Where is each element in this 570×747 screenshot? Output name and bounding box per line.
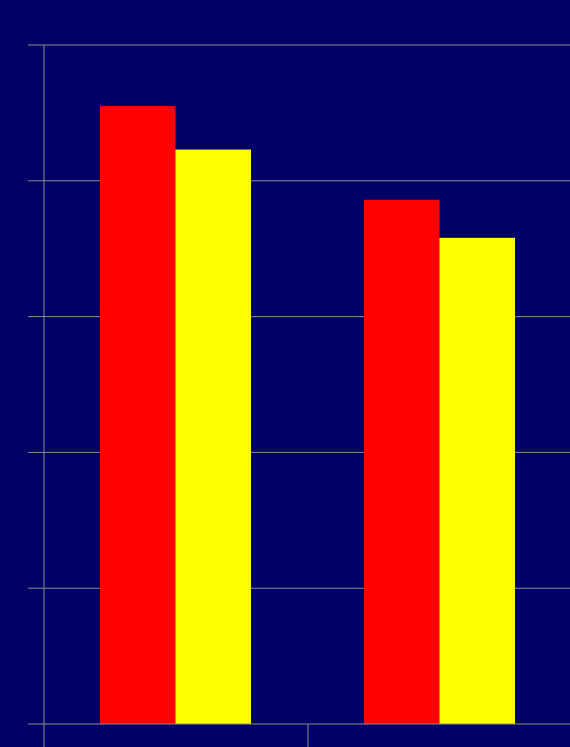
bar-series-2-category-1 [175,149,251,725]
bar-series-1-category-2 [364,199,440,724]
y-axis-ticks [28,44,44,725]
bar-series-1-category-1 [100,106,176,725]
axes [43,45,570,747]
bar-series-2-category-2 [439,237,515,724]
bars [100,106,515,725]
